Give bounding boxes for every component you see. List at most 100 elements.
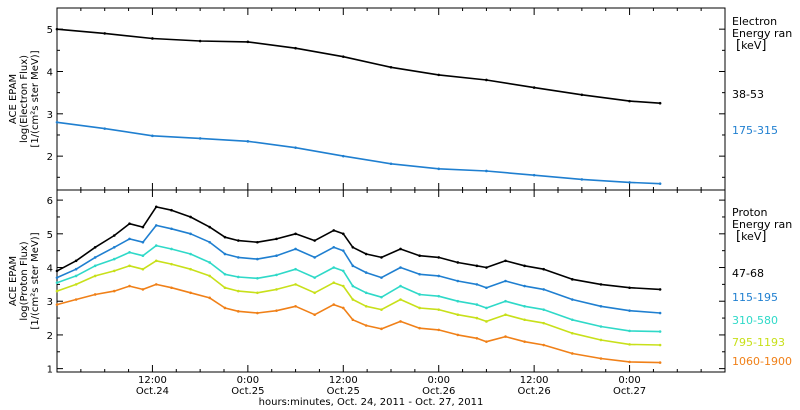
- y-axis-label-line: ACE EPAM: [8, 256, 19, 306]
- data-point: [341, 306, 345, 310]
- data-point: [399, 298, 402, 301]
- data-point: [399, 284, 402, 288]
- data-point: [418, 293, 421, 296]
- data-point: [628, 360, 631, 364]
- data-point: [208, 296, 211, 300]
- electron-legend-title: Electron: [732, 15, 778, 28]
- data-point: [399, 247, 402, 251]
- data-point: [628, 99, 631, 103]
- data-point: [341, 154, 345, 158]
- data-point: [246, 40, 250, 44]
- data-point: [189, 267, 192, 271]
- data-point: [198, 137, 202, 140]
- data-point: [542, 321, 545, 325]
- data-point: [341, 232, 345, 236]
- data-point: [351, 318, 355, 322]
- data-point: [418, 254, 421, 258]
- data-point: [55, 120, 59, 124]
- data-point: [151, 134, 154, 138]
- data-point: [658, 182, 662, 185]
- data-point: [485, 340, 488, 343]
- proton-legend-subtitle: Energy ran: [732, 218, 793, 231]
- data-point: [151, 37, 154, 40]
- data-point: [523, 304, 526, 308]
- data-point: [313, 239, 316, 242]
- data-point: [237, 310, 240, 313]
- data-point: [571, 278, 574, 281]
- data-point: [93, 293, 97, 296]
- y-tick-label: 5: [47, 230, 53, 241]
- y-tick-label: 3: [47, 110, 53, 121]
- data-point: [628, 309, 631, 312]
- data-point: [332, 303, 336, 306]
- data-point: [628, 329, 631, 333]
- data-point: [237, 239, 240, 242]
- data-point: [523, 264, 526, 268]
- data-point: [542, 308, 545, 311]
- data-point: [599, 338, 603, 342]
- data-point: [364, 252, 368, 256]
- series-line-2: [56, 244, 661, 333]
- data-point: [475, 283, 479, 286]
- data-point: [128, 264, 131, 268]
- x-tick-label-date: Oct.24: [136, 386, 169, 397]
- data-point: [103, 32, 107, 35]
- data-point: [485, 320, 488, 323]
- data-point: [628, 286, 631, 290]
- data-point: [189, 232, 192, 236]
- data-point: [223, 252, 227, 256]
- y-axis-label-line: [1/(cm²s ster MeV)]: [30, 50, 41, 147]
- data-point: [74, 298, 78, 301]
- data-point: [523, 318, 526, 322]
- data-point: [418, 326, 421, 330]
- data-point: [571, 331, 574, 335]
- data-point: [364, 291, 368, 295]
- data-point: [504, 335, 507, 338]
- data-point: [456, 261, 460, 264]
- data-point: [208, 261, 211, 264]
- data-point: [341, 284, 345, 288]
- data-point: [532, 86, 536, 89]
- x-tick-label-time: 0:00: [237, 375, 259, 386]
- data-point: [128, 237, 131, 241]
- data-point: [380, 276, 383, 279]
- proton-legend-title: Proton: [732, 206, 768, 219]
- data-point: [256, 311, 259, 315]
- data-point: [658, 330, 662, 333]
- data-point: [523, 284, 526, 288]
- data-point: [154, 259, 158, 263]
- x-tick-label-date: Oct.25: [231, 386, 264, 397]
- data-point: [437, 73, 441, 77]
- data-point: [93, 256, 97, 259]
- data-point: [154, 283, 158, 286]
- series-line-0: [56, 206, 661, 291]
- data-point: [475, 303, 479, 306]
- data-point: [332, 281, 336, 284]
- data-point: [456, 299, 460, 303]
- data-point: [437, 328, 441, 332]
- series-line-1: [56, 121, 661, 185]
- y-tick-label: 6: [47, 196, 53, 207]
- data-point: [223, 306, 227, 310]
- data-point: [141, 288, 145, 291]
- y-tick-label: 2: [47, 331, 53, 342]
- data-point: [437, 294, 441, 298]
- x-tick-label-date: Oct.26: [422, 386, 455, 397]
- electron-legend: Electron Energy ran [keV]: [732, 15, 792, 53]
- data-point: [74, 274, 78, 278]
- data-point: [74, 283, 78, 286]
- data-point: [504, 259, 507, 263]
- data-point: [475, 316, 479, 320]
- data-point: [580, 178, 584, 181]
- data-point: [418, 272, 421, 276]
- data-point: [275, 237, 278, 241]
- data-point: [189, 215, 192, 219]
- data-point: [170, 247, 173, 251]
- y-tick-label: 3: [47, 297, 53, 308]
- x-tick-label-time: 12:00: [329, 375, 358, 386]
- data-point: [523, 340, 526, 343]
- data-point: [256, 240, 259, 244]
- y-axis-label-line: ACE EPAM: [8, 74, 19, 124]
- data-point: [485, 306, 488, 310]
- data-point: [93, 245, 97, 249]
